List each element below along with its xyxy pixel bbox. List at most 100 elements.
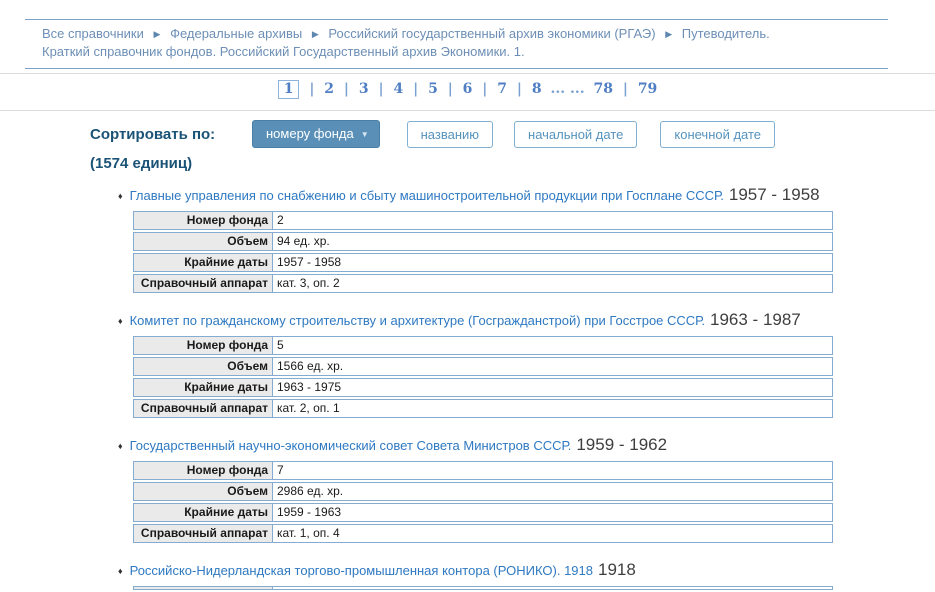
field-value-dates: 1959 - 1963 [273,503,833,522]
fond-entry: ♦ Главные управления по снабжению и сбыту… [118,186,935,295]
sort-button-fond-number-label: номеру фонда [266,126,354,141]
fond-date-range: 1957 - 1958 [728,185,820,204]
sort-by-label: Сортировать по: [90,125,216,143]
breadcrumb-arrow-icon: ▶ [153,29,161,39]
table-row: Крайние даты 1959 - 1963 [133,503,833,522]
table-row: Объем 94 ед. хр. [133,232,833,251]
sort-button-title[interactable]: названию [406,120,494,148]
pagination-separator: | [622,81,628,97]
fond-entry-head: ♦ Главные управления по снабжению и сбыту… [118,186,935,205]
breadcrumb: Все справочники ▶ Федеральные архивы ▶ Р… [25,19,888,69]
table-row: Номер фонда 7 [133,461,833,480]
table-row: Номер фонда 2 [133,211,833,230]
table-row: Справочный аппарат кат. 1, оп. 4 [133,524,833,543]
breadcrumb-item-rgae[interactable]: Российский государственный архив экономи… [328,26,656,41]
fond-title-link[interactable]: Российско-Нидерландская торгово-промышле… [129,563,593,578]
breadcrumb-item-current-guide: Путеводитель. Краткий справочник фондов.… [42,26,770,59]
field-label-reference: Справочный аппарат [133,274,273,293]
sort-controls: Сортировать по: номеру фонда ▼ названию н… [90,120,935,148]
bullet-icon: ♦ [118,566,123,576]
bullet-icon: ♦ [118,316,123,326]
fond-details-table: Номер фонда 2 Объем 94 ед. хр. Крайние д… [133,209,833,295]
pagination-page-78[interactable]: 78 [593,81,613,97]
pagination-page-6[interactable]: 6 [462,81,473,97]
pagination-page-5[interactable]: 5 [428,81,438,97]
pagination-ellipsis: ... ... [550,81,585,97]
sort-button-fond-number[interactable]: номеру фонда ▼ [252,120,380,148]
field-value-number: 5 [273,336,833,355]
bullet-icon: ♦ [118,191,123,201]
field-value-dates: 1963 - 1975 [273,378,833,397]
fond-entry: ♦ Государственный научно-экономический со… [118,436,935,545]
field-label-volume: Объем [133,482,273,501]
fond-entry-head: ♦ Государственный научно-экономический со… [118,436,935,455]
pagination-separator: | [447,81,453,97]
table-row: Объем 1566 ед. хр. [133,357,833,376]
fond-list: ♦ Главные управления по снабжению и сбыту… [118,186,935,592]
field-label-volume: Объем [133,232,273,251]
field-value-number [273,586,833,590]
field-label-number: Номер фонда [133,336,273,355]
pagination: 1 | 2 | 3 | 4 | 5 | 6 | 7 | 8 ... ... 78… [0,74,935,106]
field-label-reference: Справочный аппарат [133,524,273,543]
table-row: Крайние даты 1963 - 1975 [133,378,833,397]
pagination-page-4[interactable]: 4 [393,81,404,97]
field-label-dates: Крайние даты [133,378,273,397]
field-value-reference: кат. 3, оп. 2 [273,274,833,293]
pagination-page-2[interactable]: 2 [324,81,335,97]
pagination-page-3[interactable]: 3 [358,81,369,97]
pagination-separator: | [413,81,419,97]
field-value-volume: 94 ед. хр. [273,232,833,251]
table-row [133,586,833,590]
field-value-dates: 1957 - 1958 [273,253,833,272]
field-value-number: 2 [273,211,833,230]
table-row: Крайние даты 1957 - 1958 [133,253,833,272]
divider-top [0,73,935,74]
field-label-reference: Справочный аппарат [133,399,273,418]
fond-entry: ♦ Российско-Нидерландская торгово-промышл… [118,561,935,592]
fond-title-link[interactable]: Государственный научно-экономический сов… [129,438,572,453]
breadcrumb-item-federal-archives[interactable]: Федеральные архивы [170,26,303,41]
field-value-volume: 1566 ед. хр. [273,357,833,376]
pagination-page-7[interactable]: 7 [497,81,508,97]
chevron-down-icon: ▼ [360,130,369,139]
field-label-number: Номер фонда [133,211,273,230]
field-label-dates: Крайние даты [133,253,273,272]
breadcrumb-arrow-icon: ▶ [665,29,673,39]
fond-details-table: Номер фонда 5 Объем 1566 ед. хр. Крайние… [133,334,833,420]
table-row: Справочный аппарат кат. 3, оп. 2 [133,274,833,293]
table-row: Номер фонда 5 [133,336,833,355]
fond-date-range: 1918 [598,560,636,579]
pagination-separator: | [343,81,350,97]
table-row: Справочный аппарат кат. 2, оп. 1 [133,399,833,418]
sort-button-end-date[interactable]: конечной дате [660,120,776,148]
fond-entry-head: ♦ Комитет по гражданскому строительству и… [118,311,935,330]
field-label-number: Номер фонда [133,461,273,480]
pagination-separator: | [516,81,522,97]
fond-date-range: 1959 - 1962 [576,435,668,454]
pagination-page-8[interactable]: 8 [531,81,542,97]
field-label-number [133,586,273,590]
sort-button-start-date[interactable]: начальной дате [514,120,638,148]
pagination-page-79[interactable]: 79 [637,81,658,97]
fond-date-range: 1963 - 1987 [710,310,801,329]
divider-below-pagination [0,110,935,111]
field-value-reference: кат. 1, оп. 4 [273,524,833,543]
pagination-separator: | [482,81,488,97]
breadcrumb-item-all-guides[interactable]: Все справочники [42,26,144,41]
pagination-separator: | [309,81,315,97]
field-value-reference: кат. 2, оп. 1 [273,399,833,418]
fond-details-table: Номер фонда 7 Объем 2986 ед. хр. Крайние… [133,459,833,545]
fond-entry-head: ♦ Российско-Нидерландская торгово-промышл… [118,561,935,580]
field-label-dates: Крайние даты [133,503,273,522]
bullet-icon: ♦ [118,441,123,451]
breadcrumb-arrow-icon: ▶ [311,29,319,39]
results-count: (1574 единиц) [90,155,193,172]
fond-title-link[interactable]: Главные управления по снабжению и сбыту … [129,188,724,203]
field-value-volume: 2986 ед. хр. [273,482,833,501]
pagination-current-page: 1 [277,80,300,99]
table-row: Объем 2986 ед. хр. [133,482,833,501]
field-value-number: 7 [273,461,833,480]
fond-details-table [133,584,833,592]
fond-title-link[interactable]: Комитет по гражданскому строительству и … [129,313,706,328]
